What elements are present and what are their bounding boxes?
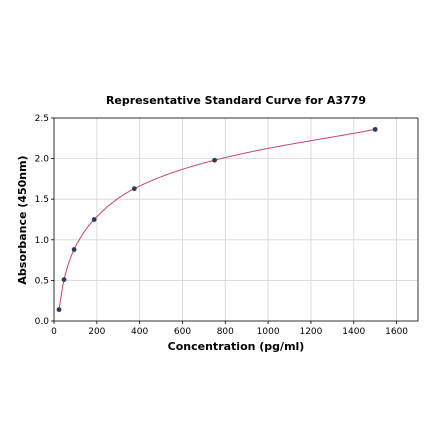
x-tick-label: 200 (88, 327, 105, 337)
x-tick-label: 1000 (257, 327, 280, 337)
x-tick-label: 1400 (342, 327, 365, 337)
x-tick-label: 1600 (385, 327, 408, 337)
data-point (372, 126, 378, 132)
y-axis-ticks: 0.0 0.5 1.0 1.5 2.0 2.5 (35, 114, 54, 327)
data-point (56, 307, 62, 313)
y-tick-label: 0.5 (35, 276, 49, 286)
data-point (91, 217, 97, 222)
y-tick-label: 1.0 (35, 236, 50, 246)
x-tick-label: 0 (51, 327, 57, 337)
y-tick-label: 0.0 (35, 317, 50, 327)
x-tick-label: 600 (174, 327, 191, 337)
data-point (212, 157, 217, 163)
plot-area-frame (53, 117, 419, 322)
data-points (56, 126, 378, 313)
y-tick-label: 2.0 (35, 155, 50, 165)
x-tick-label: 1200 (299, 327, 322, 337)
x-tick-label: 400 (131, 327, 148, 337)
data-point (61, 277, 67, 282)
y-axis-label: Absorbance (450nm) (16, 155, 29, 284)
chart-title: Representative Standard Curve for A3779 (106, 94, 366, 107)
data-point (131, 186, 137, 192)
x-tick-label: 800 (217, 327, 234, 337)
data-point (71, 247, 77, 252)
y-tick-label: 1.5 (35, 195, 49, 205)
grid-lines (54, 118, 418, 321)
x-axis-label: Concentration (pg/ml) (168, 340, 305, 353)
x-axis-ticks: 0 200 400 600 800 1000 1200 1400 1600 (51, 321, 408, 337)
y-tick-label: 2.5 (35, 114, 49, 124)
fit-curve-line (58, 128, 376, 310)
